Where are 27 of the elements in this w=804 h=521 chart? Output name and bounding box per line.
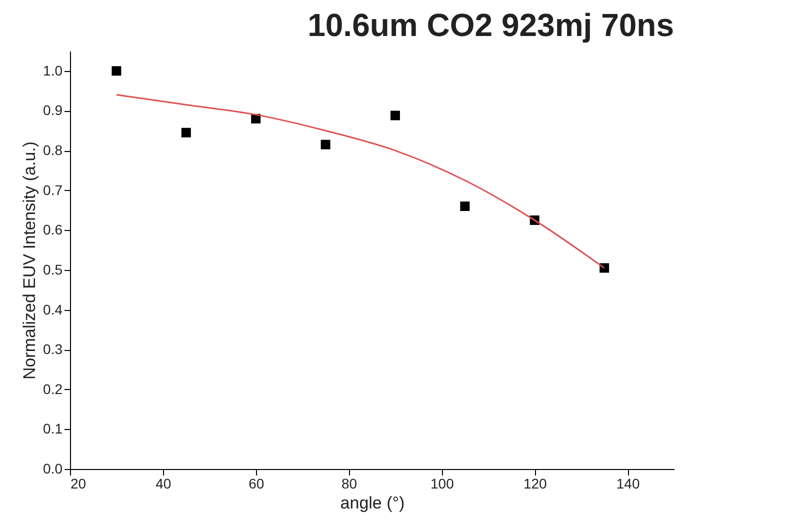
- chart-title: 10.6um CO2 923mj 70ns: [308, 7, 674, 43]
- x-tick-label: 40: [156, 476, 172, 492]
- x-tick-label: 60: [248, 476, 264, 492]
- x-tick-label: 80: [341, 476, 358, 492]
- point: [181, 128, 191, 138]
- y-tick-label: 0.7: [43, 182, 63, 198]
- x-tick-label: 20: [70, 476, 86, 492]
- y-tick-label: 0.1: [43, 420, 63, 437]
- y-tick-label: 0.0: [43, 460, 63, 476]
- x-tick-label: 140: [616, 476, 640, 492]
- y-tick-label: 0.6: [43, 222, 63, 238]
- point: [600, 263, 610, 273]
- x-tick-label: 100: [430, 476, 454, 492]
- x-axis-title: angle (°): [340, 494, 405, 512]
- point: [112, 66, 122, 76]
- y-tick-label: 0.8: [43, 142, 63, 158]
- y-tick-label: 1.0: [43, 62, 63, 78]
- point: [390, 110, 400, 120]
- x-tick-label: 120: [523, 476, 548, 492]
- y-tick-label: 0.5: [43, 261, 63, 278]
- y-tick-label: 0.2: [43, 380, 63, 397]
- y-tick-label: 0.9: [43, 102, 63, 118]
- y-tick-label: 0.4: [43, 301, 63, 318]
- y-axis-title: Normalized EUV Intensity (a.u.): [20, 141, 40, 380]
- y-tick-label: 0.3: [43, 341, 63, 358]
- point: [460, 202, 470, 211]
- point: [320, 140, 330, 150]
